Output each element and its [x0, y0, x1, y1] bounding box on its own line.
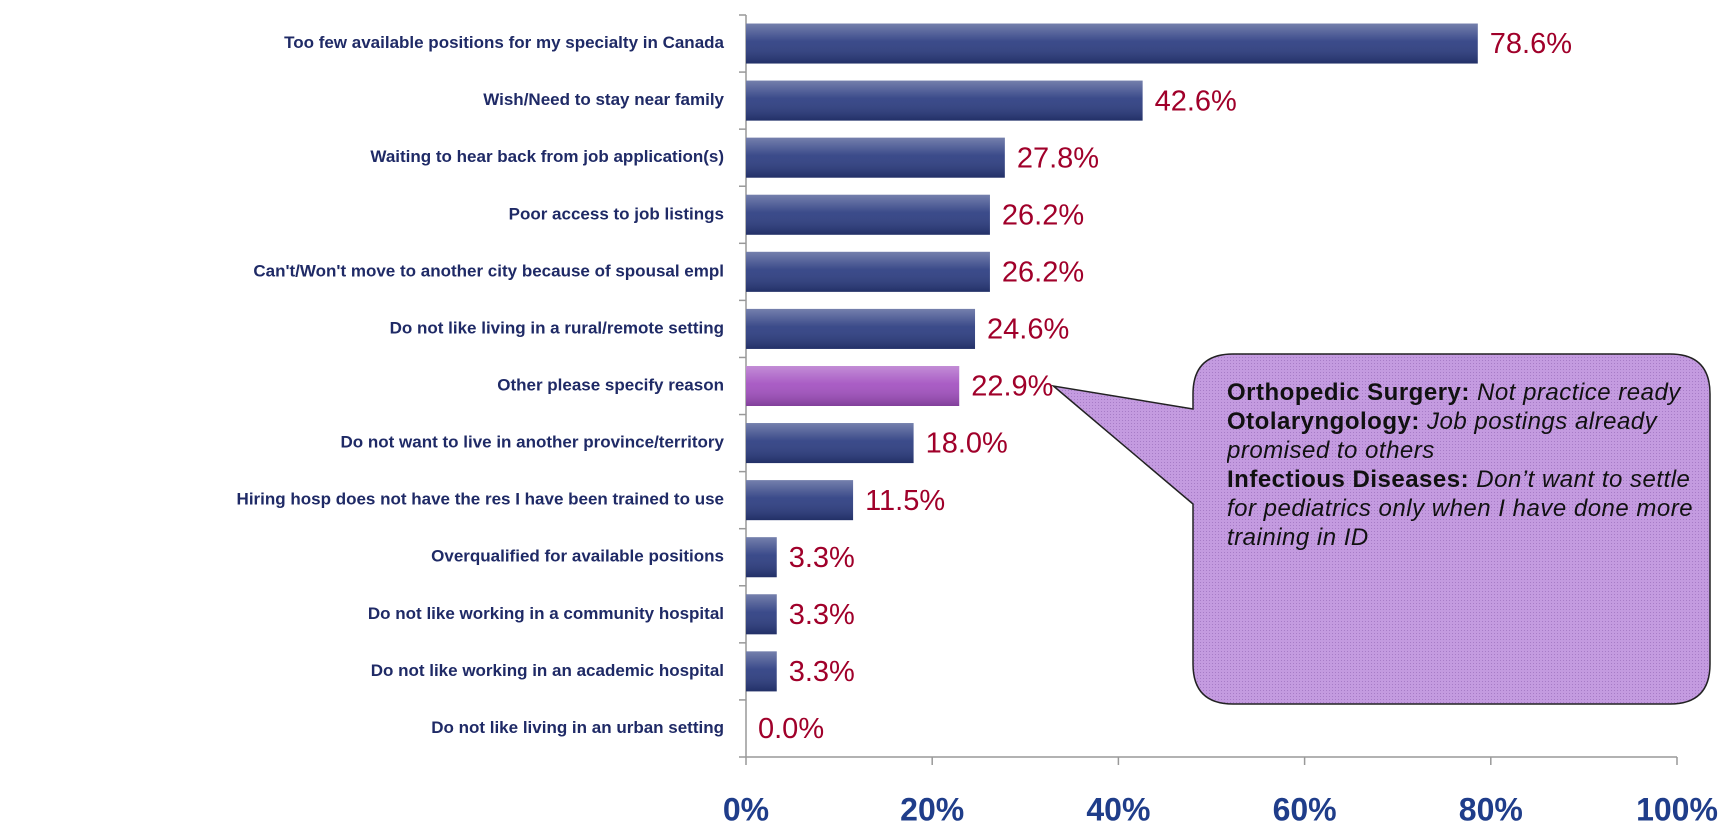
callout-item: Orthopedic Surgery: Not practice ready	[1227, 378, 1694, 407]
category-label: Poor access to job listings	[509, 204, 724, 223]
bar-shine	[746, 594, 777, 635]
value-label: 24.6%	[987, 314, 1069, 346]
bar-shine	[746, 251, 990, 292]
value-label: 18.0%	[926, 428, 1008, 460]
value-label: 0.0%	[758, 713, 824, 745]
callout-heading: Otolaryngology:	[1227, 408, 1420, 435]
category-label: Do not like living in an urban setting	[431, 718, 724, 737]
x-tick-label: 100%	[1636, 791, 1718, 825]
callout-heading: Orthopedic Surgery:	[1227, 379, 1470, 406]
category-label: Can't/Won't move to another city because…	[253, 261, 724, 280]
callout	[1050, 353, 1711, 705]
value-label: 42.6%	[1155, 85, 1237, 117]
value-label: 3.3%	[789, 599, 855, 631]
category-label: Do not like working in a community hospi…	[368, 604, 724, 623]
x-tick-label: 20%	[900, 791, 964, 825]
bar-shine	[746, 366, 960, 406]
bar-shine	[746, 23, 1478, 64]
callout-detail: Not practice ready	[1477, 379, 1681, 406]
category-label: Wish/Need to stay near family	[483, 90, 724, 109]
category-label: Do not like working in an academic hospi…	[371, 661, 724, 680]
bar-shine	[746, 80, 1143, 121]
value-label: 3.3%	[789, 656, 855, 688]
bar-shine	[746, 308, 976, 349]
value-label: 27.8%	[1017, 142, 1099, 174]
callout-heading: Infectious Diseases:	[1227, 466, 1470, 493]
value-label: 3.3%	[789, 542, 855, 574]
category-label: Waiting to hear back from job applicatio…	[370, 147, 724, 166]
category-label: Too few available positions for my speci…	[284, 33, 724, 52]
callout-item: Otolaryngology: Job postings already pro…	[1227, 407, 1694, 465]
value-label: 26.2%	[1002, 257, 1084, 289]
bar-shine	[746, 480, 854, 521]
callout-text: Orthopedic Surgery: Not practice readyOt…	[1227, 378, 1694, 552]
x-tick-label: 80%	[1459, 791, 1523, 825]
category-label: Do not want to live in another province/…	[341, 433, 725, 452]
bar-shine	[746, 194, 990, 235]
callout-detail: Job postings already promised to others	[1227, 408, 1658, 464]
bar-shine	[746, 537, 777, 578]
value-label: 11.5%	[865, 485, 945, 517]
category-label: Do not like living in a rural/remote set…	[390, 318, 724, 337]
x-tick-label: 40%	[1086, 791, 1150, 825]
category-label: Overqualified for available positions	[431, 547, 724, 566]
bar-shine	[746, 651, 777, 692]
value-label: 22.9%	[971, 371, 1053, 403]
callout-body: Orthopedic Surgery: Not practice ready Ot…	[1227, 378, 1694, 552]
callout-item: Infectious Diseases: Don’t want to settl…	[1227, 465, 1694, 552]
category-label: Other please specify reason	[497, 375, 724, 394]
bar-shine	[746, 423, 914, 464]
category-label: Hiring hosp does not have the res I have…	[237, 490, 724, 509]
callout-detail: Don’t want to settle for pediatrics only…	[1227, 466, 1694, 551]
x-tick-label: 60%	[1273, 791, 1337, 825]
value-label: 78.6%	[1490, 28, 1572, 60]
x-tick-label: 0%	[723, 791, 769, 825]
bar-shine	[746, 137, 1005, 178]
value-label: 26.2%	[1002, 199, 1084, 231]
